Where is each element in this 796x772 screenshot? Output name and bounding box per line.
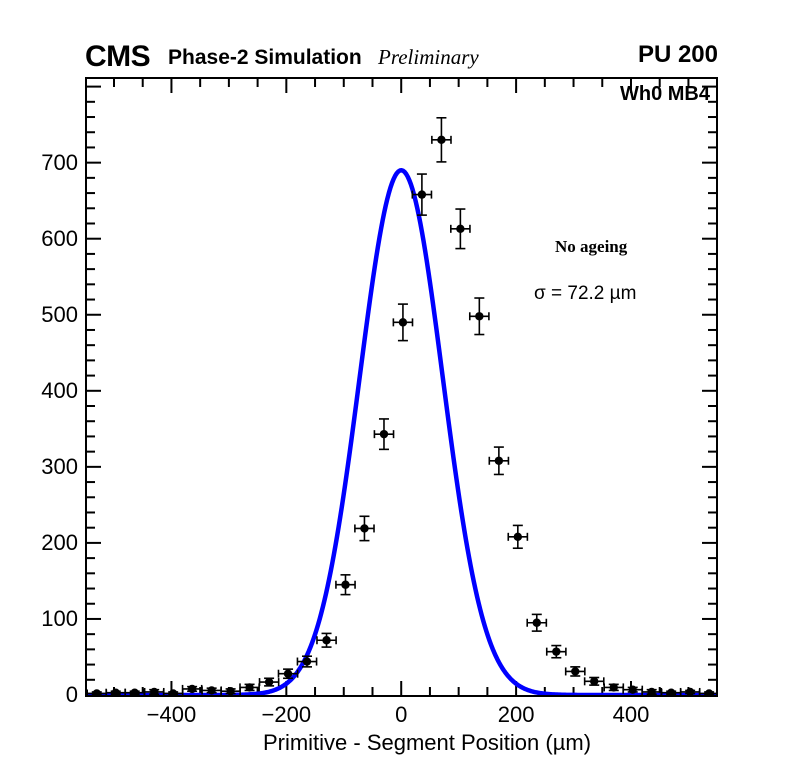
ageing-annotation: No ageing — [555, 237, 628, 256]
data-point — [468, 297, 490, 336]
simulation-label: Phase-2 Simulation — [168, 46, 362, 69]
data-point — [583, 676, 605, 686]
data-point — [564, 666, 586, 677]
plot-canvas — [87, 79, 716, 695]
x-tick-label: 0 — [395, 702, 408, 727]
data-point — [162, 689, 184, 695]
x-axis-title: Primitive - Segment Position (µm) — [262, 730, 592, 755]
x-tick-label: −400 — [146, 702, 197, 727]
y-tick-label: 300 — [41, 453, 78, 479]
y-tick-label: 400 — [41, 377, 78, 403]
data-point — [603, 683, 625, 692]
data-point — [373, 418, 395, 451]
data-point — [411, 173, 433, 216]
y-tick-label: 100 — [41, 605, 78, 631]
data-point — [698, 689, 716, 695]
data-point — [258, 677, 280, 687]
sigma-annotation: σ = 72.2 µm — [534, 283, 637, 304]
cms-logo: CMS — [85, 40, 151, 73]
y-tick-label: 200 — [41, 529, 78, 555]
data-point — [354, 515, 375, 542]
data-point — [87, 689, 108, 695]
data-point — [181, 684, 203, 694]
y-tick-label: 700 — [41, 149, 78, 175]
x-tick-label: −200 — [261, 702, 312, 727]
data-point — [316, 632, 337, 648]
data-point — [507, 524, 529, 550]
y-tick-label: 0 — [65, 682, 78, 707]
data-point — [622, 685, 644, 694]
data-point — [392, 303, 414, 342]
preliminary-label: Preliminary — [378, 45, 479, 69]
data-point — [124, 688, 146, 695]
plot-frame — [85, 77, 718, 697]
plot-area — [87, 79, 716, 695]
data-point — [660, 688, 682, 695]
data-point — [488, 446, 510, 476]
data-point — [335, 574, 356, 596]
y-tick-label: 500 — [41, 301, 78, 327]
chart-header: CMS Phase-2 Simulation Preliminary PU 20… — [0, 0, 796, 77]
y-tick-label: 600 — [41, 225, 78, 251]
data-point — [277, 668, 299, 680]
pileup-label: PU 200 — [637, 41, 718, 68]
chamber-label: Wh0 MB4 — [620, 83, 710, 105]
data-point — [143, 687, 165, 695]
data-point — [431, 116, 452, 163]
data-point — [239, 683, 260, 692]
y-tick-labels: 0 100 200 300 400 500 600 700 — [14, 0, 78, 772]
x-tick-label: 200 — [497, 702, 535, 727]
data-point — [545, 644, 567, 659]
data-point — [450, 208, 471, 250]
x-tick-label: 400 — [612, 702, 650, 727]
data-point — [526, 613, 548, 632]
data-point — [296, 655, 318, 668]
